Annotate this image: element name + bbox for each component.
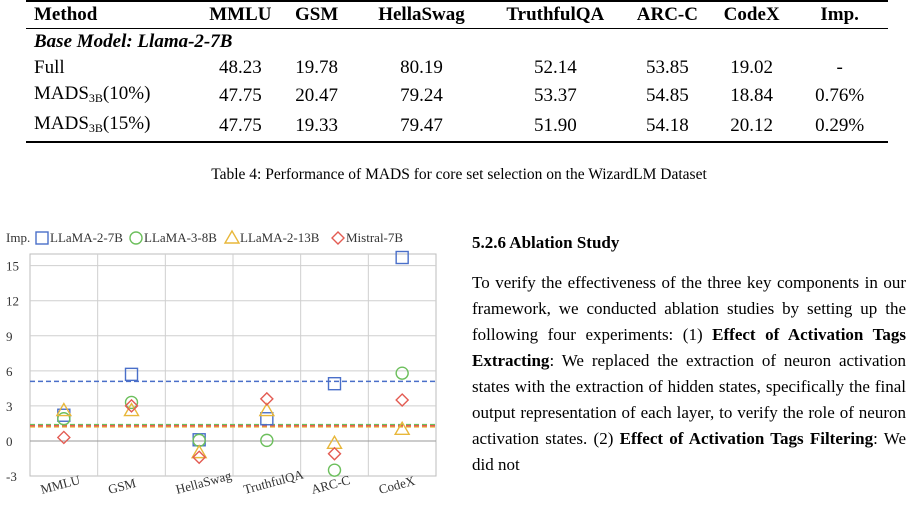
- data-point: [326, 434, 343, 449]
- cell: 48.23: [218, 57, 262, 78]
- cell: 20.12: [730, 115, 774, 136]
- results-table: Method MMLU GSM HellaSwag TruthfulQA ARC…: [26, 0, 888, 143]
- legend-label: LLaMA-2-13B: [240, 230, 320, 245]
- data-point: [124, 367, 139, 382]
- legend-marker: [35, 231, 49, 245]
- cell: 53.37: [533, 85, 577, 106]
- cell: 20.47: [295, 85, 339, 106]
- col-header: HellaSwag: [378, 4, 465, 25]
- legend-marker: [129, 231, 143, 245]
- cell: 0.76%: [815, 85, 865, 106]
- cell: 54.18: [646, 115, 689, 136]
- data-point: [55, 402, 73, 417]
- legend-label: LLaMA-3-8B: [144, 230, 217, 245]
- col-header: ARC-C: [636, 4, 698, 25]
- cell: 79.24: [400, 85, 443, 106]
- y-tick-label: 0: [6, 434, 13, 449]
- cell: 51.90: [533, 115, 577, 136]
- cell: 47.75: [218, 115, 262, 136]
- data-point: [258, 402, 276, 417]
- x-tick-label: TruthfulQA: [242, 466, 306, 497]
- cell: 18.84: [730, 85, 774, 106]
- col-header: Method: [34, 4, 98, 25]
- section-heading: 5.2.6 Ablation Study: [472, 233, 620, 252]
- table-header-row: Method MMLU GSM HellaSwag TruthfulQA ARC…: [26, 1, 888, 29]
- data-point: [124, 398, 139, 413]
- data-point: [395, 250, 409, 265]
- method-cell: MADS3B(10%): [34, 83, 151, 105]
- data-point: [123, 402, 140, 417]
- col-header: GSM: [295, 4, 339, 25]
- cell: 53.85: [646, 57, 689, 78]
- legend-label: Mistral-7B: [346, 230, 403, 245]
- y-tick-label: 9: [6, 329, 13, 344]
- col-header: MMLU: [209, 4, 272, 25]
- method-cell: MADS3B(15%): [34, 113, 151, 135]
- y-tick-label: 12: [6, 294, 19, 309]
- data-point: [124, 395, 139, 410]
- body-paragraph: To verify the effectiveness of the three…: [472, 273, 906, 474]
- x-tick-label: GSM: [106, 475, 138, 497]
- legend-label: LLaMA-2-7B: [50, 230, 123, 245]
- cell: 19.33: [295, 115, 339, 136]
- data-point: [395, 393, 410, 408]
- col-header: CodeX: [723, 4, 780, 25]
- data-point: [57, 412, 71, 426]
- legend-marker: [331, 231, 345, 245]
- data-point: [327, 376, 342, 391]
- cell: 19.02: [730, 57, 774, 78]
- y-tick-label: 15: [6, 259, 19, 274]
- x-tick-label: HellaSwag: [174, 468, 233, 497]
- cell: 52.14: [533, 57, 577, 78]
- col-header: TruthfulQA: [506, 4, 605, 25]
- cell: 19.78: [295, 57, 339, 78]
- data-point: [327, 446, 342, 461]
- data-point: [393, 420, 411, 435]
- data-point: [190, 444, 208, 459]
- data-point: [192, 450, 207, 465]
- table-row: MADS3B(10%) 47.75 20.47 79.24 53.37 54.8…: [26, 81, 888, 111]
- y-axis-label: Imp.: [6, 230, 30, 245]
- data-point: [56, 430, 71, 445]
- cell: 54.85: [646, 85, 689, 106]
- data-point: [260, 412, 274, 426]
- y-tick-label: -3: [6, 469, 17, 484]
- table-caption: Table 4: Performance of MADS for core se…: [211, 166, 707, 183]
- cell: -: [836, 57, 843, 78]
- section-row: Base Model: Llama-2-7B: [26, 29, 888, 56]
- data-point: [259, 391, 274, 406]
- method-cell: Full: [34, 57, 65, 78]
- data-point: [395, 366, 409, 380]
- section-label: Base Model: Llama-2-7B: [34, 31, 233, 52]
- data-point: [260, 433, 274, 448]
- table-row: MADS3B(15%) 47.75 19.33 79.47 51.90 54.1…: [26, 111, 888, 142]
- cell: 80.19: [400, 57, 443, 78]
- y-tick-label: 3: [6, 399, 13, 414]
- table-row: Full 48.23 19.78 80.19 52.14 53.85 19.02…: [26, 55, 888, 81]
- cell: 79.47: [400, 115, 443, 136]
- cell: 0.29%: [815, 115, 865, 136]
- y-tick-label: 6: [6, 364, 13, 379]
- legend-marker: [223, 229, 241, 244]
- col-header: Imp.: [820, 4, 859, 25]
- cell: 47.75: [218, 85, 262, 106]
- data-point: [327, 463, 342, 477]
